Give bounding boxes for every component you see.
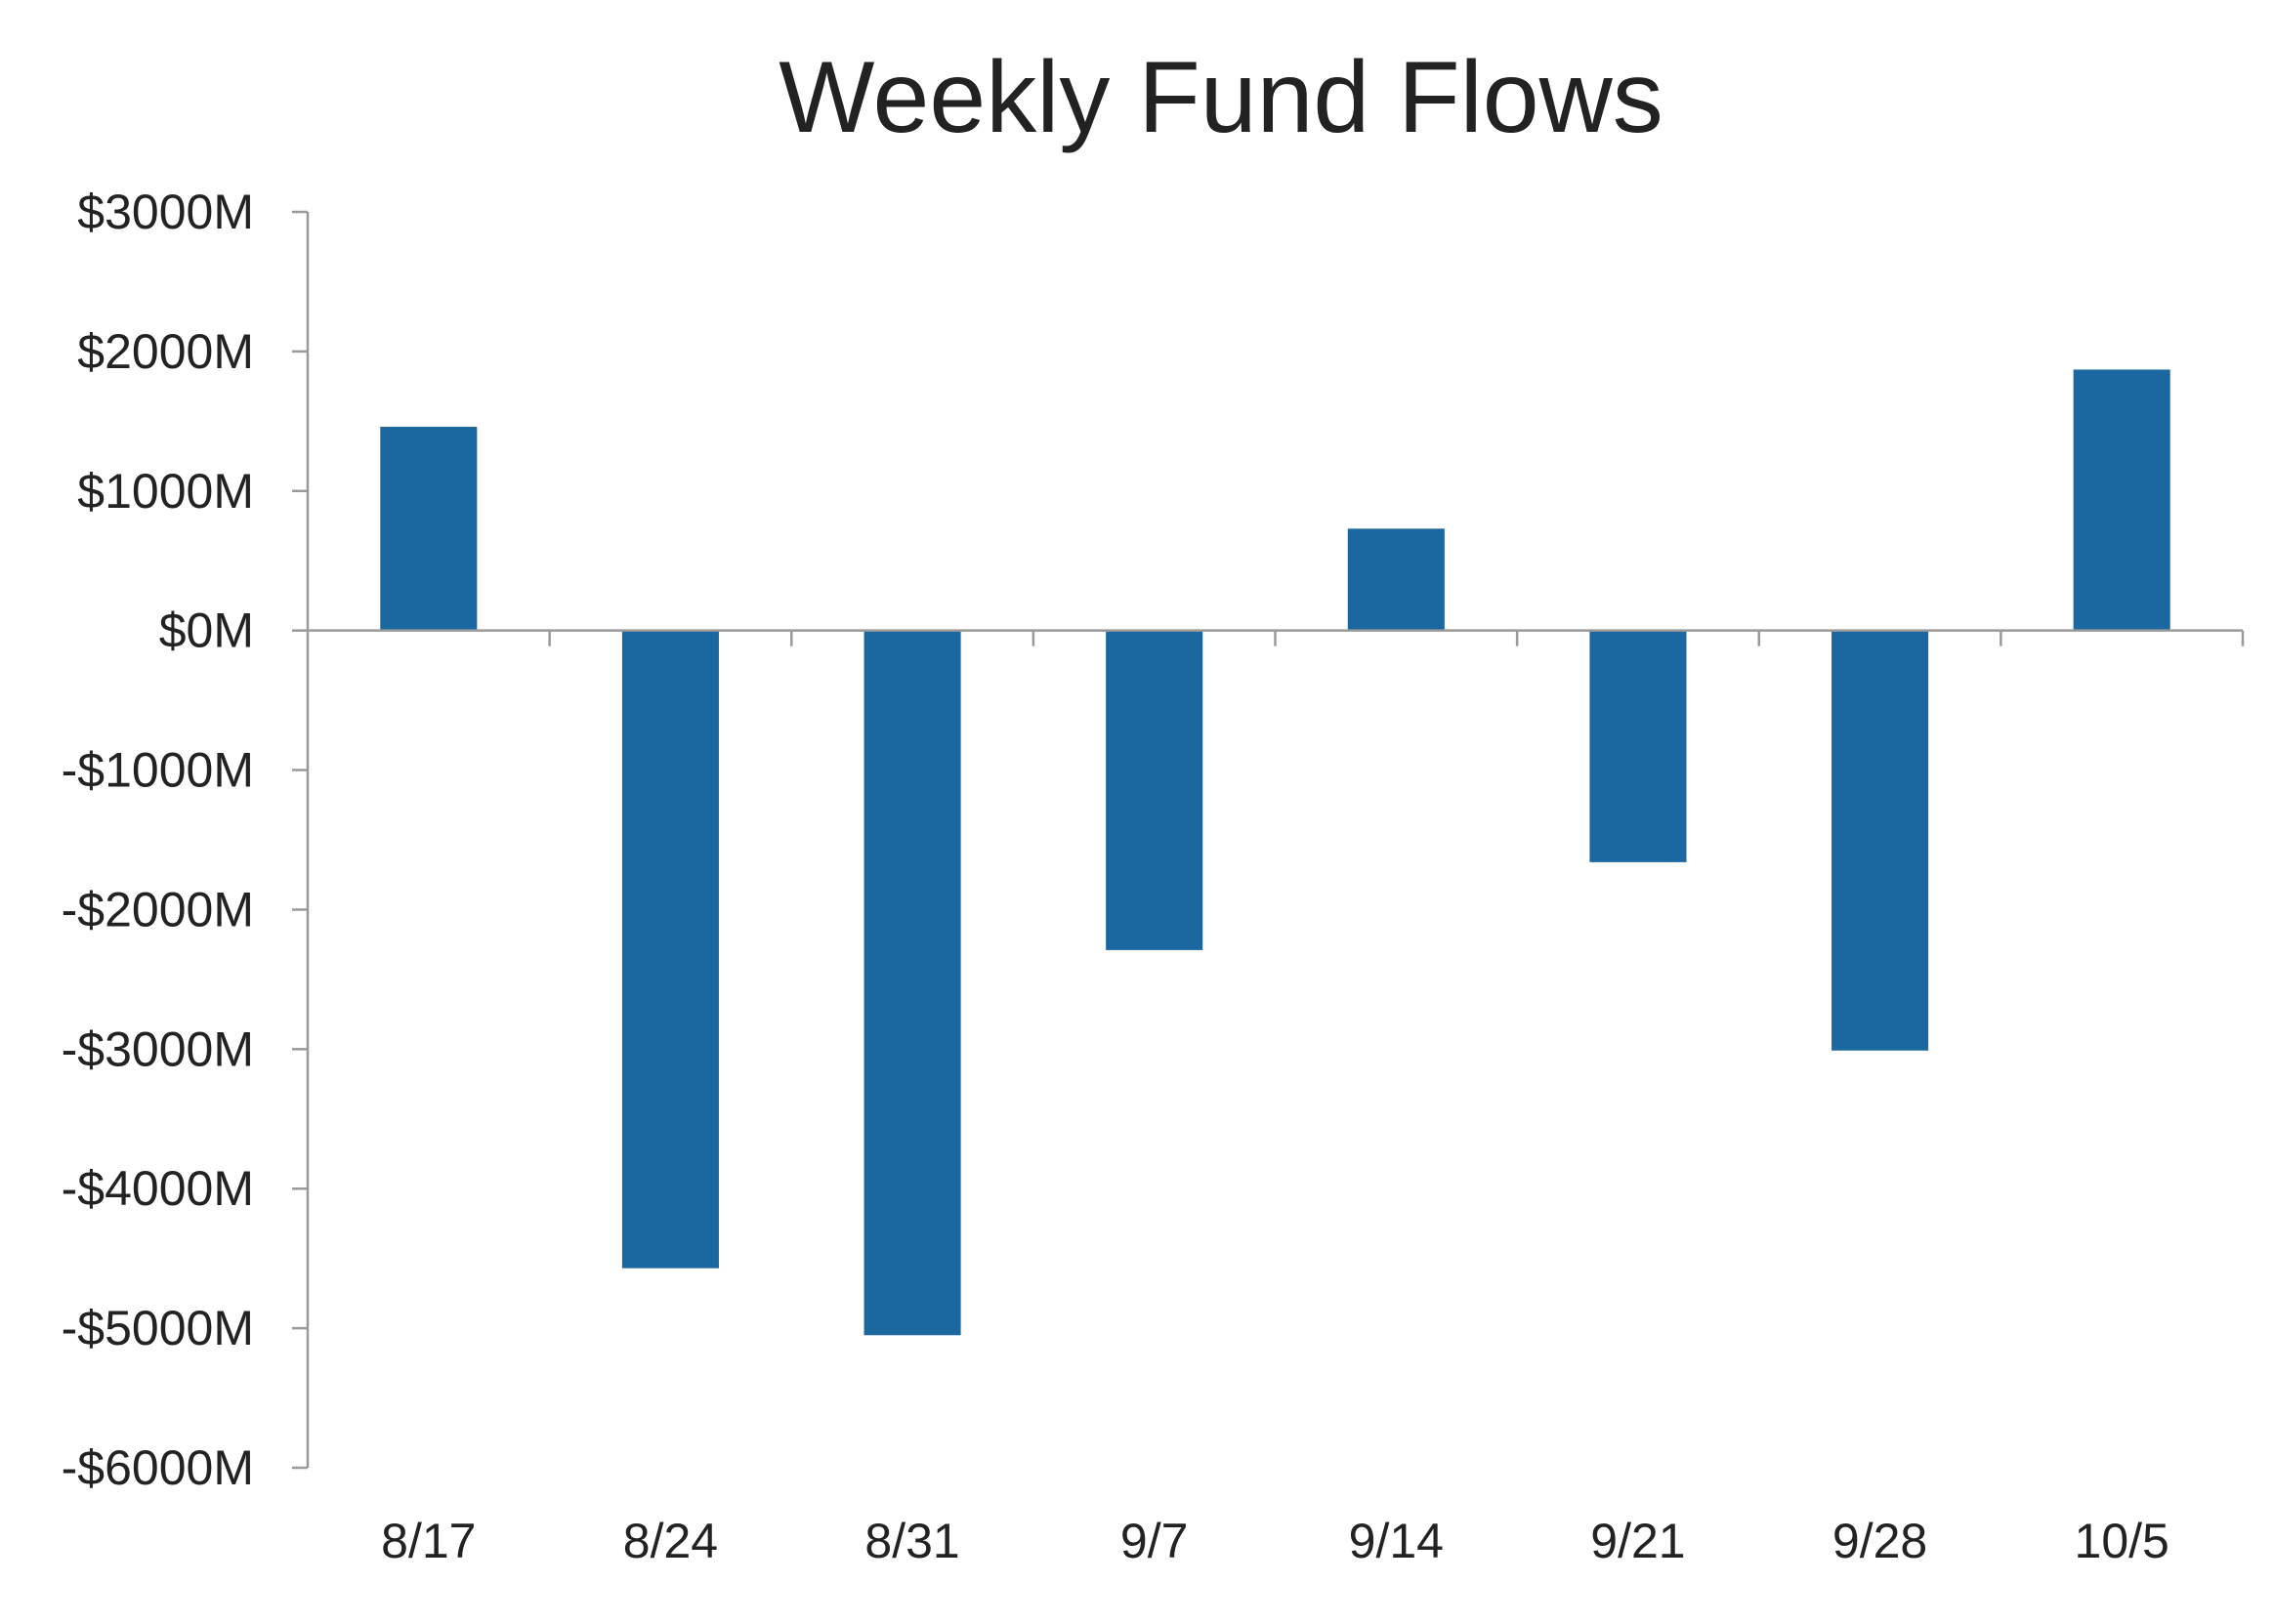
x-tick-label: 9/21 (1590, 1514, 1685, 1568)
x-tick-label: 8/24 (623, 1514, 718, 1568)
y-tick-label: -$2000M (62, 882, 254, 937)
bar-8-24 (621, 630, 719, 1269)
bar-9-21 (1589, 630, 1687, 862)
y-tick-label: -$6000M (62, 1440, 254, 1495)
x-tick-label: 10/5 (2075, 1514, 2169, 1568)
x-tick-label: 8/31 (864, 1514, 959, 1568)
x-tick-label: 9/14 (1349, 1514, 1444, 1568)
y-tick-label: $1000M (77, 464, 254, 519)
x-tick-label: 8/17 (381, 1514, 476, 1568)
axes-layer (292, 210, 2245, 1470)
bar-8-17 (380, 427, 478, 631)
chart-title: Weekly Fund Flows (779, 41, 1663, 154)
bars-layer (380, 369, 2170, 1336)
bar-10-5 (2073, 369, 2170, 631)
y-tick-label: $0M (159, 604, 254, 658)
y-tick-label: $2000M (77, 324, 254, 379)
y-tick-label: -$3000M (62, 1021, 254, 1076)
bar-9-28 (1832, 630, 1929, 1051)
x-tick-label: 9/7 (1120, 1514, 1189, 1568)
x-tick-label: 9/28 (1832, 1514, 1927, 1568)
y-tick-label: -$1000M (62, 743, 254, 798)
y-tick-label: -$5000M (62, 1301, 254, 1355)
y-tick-label: -$4000M (62, 1161, 254, 1216)
x-tick-labels: 8/17 8/24 8/31 9/7 9/14 9/21 9/28 10/5 (381, 1514, 2169, 1568)
bar-9-7 (1106, 630, 1203, 950)
bar-9-14 (1347, 528, 1445, 631)
y-tick-labels: $3000M $2000M $1000M $0M -$1000M -$2000M -$300… (62, 185, 254, 1495)
y-tick-label: $3000M (77, 185, 254, 239)
bar-8-31 (863, 630, 961, 1336)
